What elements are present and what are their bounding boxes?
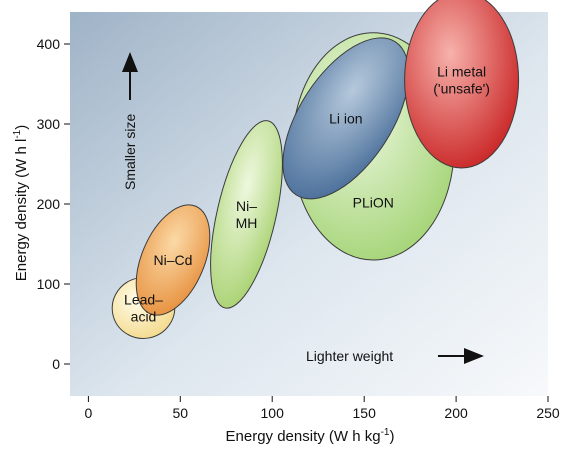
x-tick-label: 250: [536, 405, 560, 421]
region-ni-mh: [210, 120, 283, 309]
x-axis-title: Energy density (W h kg-1): [226, 427, 395, 445]
y-tick-label: 300: [37, 116, 61, 132]
region-label-line: PLiON: [353, 194, 394, 210]
region-label-line: Ni–Cd: [154, 252, 193, 268]
y-tick-label: 200: [37, 196, 61, 212]
x-tick-label: 200: [444, 405, 468, 421]
region-li-metal: [404, 0, 520, 169]
y-tick-label: 400: [37, 36, 61, 52]
region-label-plion: PLiON: [353, 194, 394, 210]
region-label-lead-acid: Lead– acid: [124, 292, 163, 325]
x-axis-ticks: 0 50 100 150 200 250: [85, 396, 560, 421]
x-tick-label: 150: [353, 405, 377, 421]
right-annotation: Lighter weight: [306, 348, 393, 364]
region-label-line: Ni–: [236, 198, 257, 214]
region-label-line: Li ion: [329, 110, 362, 126]
region-ni-cd: [135, 204, 211, 316]
x-tick-label: 0: [85, 405, 93, 421]
region-label-li-metal: Li metal ('unsafe'): [433, 64, 490, 97]
region-label-line: MH: [236, 215, 258, 231]
region-label-ni-cd: Ni–Cd: [154, 252, 193, 268]
x-tick-label: 100: [261, 405, 285, 421]
region-labels: Lead– acid Ni–Cd Ni– MH PLiON Li ion Li metal ('…: [124, 64, 490, 325]
up-annotation: Smaller size: [122, 114, 138, 190]
region-label-line: ('unsafe'): [433, 81, 490, 97]
region-label-ni-mh: Ni– MH: [236, 198, 258, 231]
region-label-line: Lead–: [124, 292, 163, 308]
region-label-line: Li metal: [437, 64, 486, 80]
x-tick-label: 50: [173, 405, 189, 421]
y-axis-ticks: 0 100 200 300 400: [37, 36, 70, 372]
region-label-li-ion: Li ion: [329, 110, 362, 126]
y-axis-title: Energy density (W h l-1): [12, 125, 30, 281]
y-tick-label: 0: [52, 356, 60, 372]
y-tick-label: 100: [37, 276, 61, 292]
regions: [111, 0, 520, 339]
region-label-line: acid: [131, 309, 157, 325]
region-li-ion: [282, 37, 410, 200]
